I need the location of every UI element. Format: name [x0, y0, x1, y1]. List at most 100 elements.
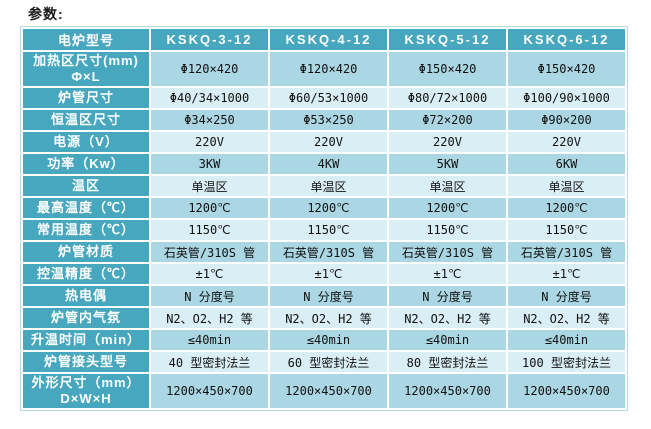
value-cell: 单温区 [270, 176, 387, 196]
table-row: 升温时间（min） ≤40min ≤40min ≤40min ≤40min [23, 330, 625, 350]
value-cell: ±1℃ [270, 264, 387, 284]
row-header: 加热区尺寸(mm) Φ×L [23, 52, 149, 86]
value-cell: Φ150×420 [508, 52, 625, 86]
value-cell: 1200℃ [151, 198, 268, 218]
table-row: 加热区尺寸(mm) Φ×L Φ120×420 Φ120×420 Φ150×420 Φ150… [23, 52, 625, 86]
value-cell: 石英管/310S 管 [389, 242, 506, 262]
value-cell: Φ34×250 [151, 110, 268, 130]
value-cell: 80 型密封法兰 [389, 352, 506, 372]
value-cell: 1200℃ [508, 198, 625, 218]
value-cell: 220V [151, 132, 268, 152]
row-header-label: 加热区尺寸(mm) [33, 53, 139, 68]
table-row: 炉管内气氛 N2、O2、H2 等 N2、O2、H2 等 N2、O2、H2 等 N2、O2… [23, 308, 625, 328]
column-header: KSKQ-5-12 [389, 29, 506, 50]
value-cell: 1150℃ [151, 220, 268, 240]
row-header-label: 最高温度（℃） [36, 200, 135, 215]
value-cell: N 分度号 [389, 286, 506, 306]
row-header-label: 炉管接头型号 [43, 354, 128, 369]
value-cell: 40 型密封法兰 [151, 352, 268, 372]
value-cell: N2、O2、H2 等 [270, 308, 387, 328]
row-header: 升温时间（min） [23, 330, 149, 350]
row-header: 炉管接头型号 [23, 352, 149, 372]
row-header: 恒温区尺寸 [23, 110, 149, 130]
value-cell: Φ72×200 [389, 110, 506, 130]
table-row: 控温精度（℃） ±1℃ ±1℃ ±1℃ ±1℃ [23, 264, 625, 284]
value-cell: 单温区 [389, 176, 506, 196]
value-cell: ±1℃ [389, 264, 506, 284]
row-header-sublabel: Φ×L [71, 69, 101, 84]
row-header: 热电偶 [23, 286, 149, 306]
row-header: 控温精度（℃） [23, 264, 149, 284]
value-cell: 单温区 [151, 176, 268, 196]
value-cell: 1200℃ [389, 198, 506, 218]
value-cell: ≤40min [270, 330, 387, 350]
value-cell: N2、O2、H2 等 [151, 308, 268, 328]
column-header: KSKQ-4-12 [270, 29, 387, 50]
row-header: 常用温度（℃） [23, 220, 149, 240]
value-cell: Φ53×250 [270, 110, 387, 130]
column-header: KSKQ-3-12 [151, 29, 268, 50]
table-body: 加热区尺寸(mm) Φ×L Φ120×420 Φ120×420 Φ150×420 Φ150… [23, 52, 625, 408]
row-header-label: 恒温区尺寸 [50, 112, 121, 127]
value-cell: 1200×450×700 [508, 374, 625, 408]
table-row: 常用温度（℃） 1150℃ 1150℃ 1150℃ 1150℃ [23, 220, 625, 240]
value-cell: N2、O2、H2 等 [508, 308, 625, 328]
value-cell: ≤40min [508, 330, 625, 350]
value-cell: Φ90×200 [508, 110, 625, 130]
value-cell: 石英管/310S 管 [151, 242, 268, 262]
row-header: 炉管尺寸 [23, 88, 149, 108]
table-row: 热电偶 N 分度号 N 分度号 N 分度号 N 分度号 [23, 286, 625, 306]
row-header: 炉管内气氛 [23, 308, 149, 328]
value-cell: ±1℃ [151, 264, 268, 284]
value-cell: Φ80/72×1000 [389, 88, 506, 108]
table-row: 炉管尺寸 Φ40/34×1000 Φ60/53×1000 Φ80/72×1000 Φ10… [23, 88, 625, 108]
row-header-label: 控温精度（℃） [36, 266, 135, 281]
value-cell: 石英管/310S 管 [508, 242, 625, 262]
value-cell: 6KW [508, 154, 625, 174]
row-header-label: 热电偶 [64, 288, 107, 303]
value-cell: 220V [389, 132, 506, 152]
value-cell: 220V [508, 132, 625, 152]
row-header: 电源（V） [23, 132, 149, 152]
value-cell: 1150℃ [508, 220, 625, 240]
row-header: 最高温度（℃） [23, 198, 149, 218]
row-header-label: 炉管材质 [57, 244, 114, 259]
row-header-label: 外形尺寸（mm） [31, 375, 141, 390]
row-header-sublabel: D×W×H [60, 391, 112, 406]
table-row: 恒温区尺寸 Φ34×250 Φ53×250 Φ72×200 Φ90×200 [23, 110, 625, 130]
value-cell: ±1℃ [508, 264, 625, 284]
value-cell: 1200×450×700 [270, 374, 387, 408]
value-cell: 4KW [270, 154, 387, 174]
row-header-label: 常用温度（℃） [36, 222, 135, 237]
page-title: 参数: [28, 6, 64, 22]
value-cell: N2、O2、H2 等 [389, 308, 506, 328]
value-cell: 220V [270, 132, 387, 152]
value-cell: Φ120×420 [270, 52, 387, 86]
value-cell: N 分度号 [270, 286, 387, 306]
value-cell: Φ150×420 [389, 52, 506, 86]
table-header: 电炉型号 KSKQ-3-12 KSKQ-4-12 KSKQ-5-12 KSKQ-6-1… [23, 29, 625, 50]
value-cell: 100 型密封法兰 [508, 352, 625, 372]
row-header-label: 电源（V） [53, 134, 119, 149]
table-row: 炉管材质 石英管/310S 管石英管/310S 管石英管/310S 管石英管/31… [23, 242, 625, 262]
value-cell: 60 型密封法兰 [270, 352, 387, 372]
value-cell: 单温区 [508, 176, 625, 196]
value-cell: 1150℃ [389, 220, 506, 240]
value-cell: 1200×450×700 [389, 374, 506, 408]
row-header: 温区 [23, 176, 149, 196]
value-cell: N 分度号 [508, 286, 625, 306]
row-header-label: 功率（Kw） [47, 156, 125, 171]
value-cell: 5KW [389, 154, 506, 174]
value-cell: 石英管/310S 管 [270, 242, 387, 262]
row-header-label: 炉管内气氛 [50, 310, 121, 325]
value-cell: ≤40min [389, 330, 506, 350]
value-cell: 1200℃ [270, 198, 387, 218]
row-header: 炉管材质 [23, 242, 149, 262]
header-row: 电炉型号 KSKQ-3-12 KSKQ-4-12 KSKQ-5-12 KSKQ-6-1… [23, 29, 625, 50]
value-cell: N 分度号 [151, 286, 268, 306]
value-cell: 3KW [151, 154, 268, 174]
value-cell: ≤40min [151, 330, 268, 350]
row-header: 功率（Kw） [23, 154, 149, 174]
table-row: 炉管接头型号 40 型密封法兰 60 型密封法兰 80 型密封法兰 100 型密封法兰 [23, 352, 625, 372]
table-row: 外形尺寸（mm） D×W×H 1200×450×700 1200×450×700 120… [23, 374, 625, 408]
